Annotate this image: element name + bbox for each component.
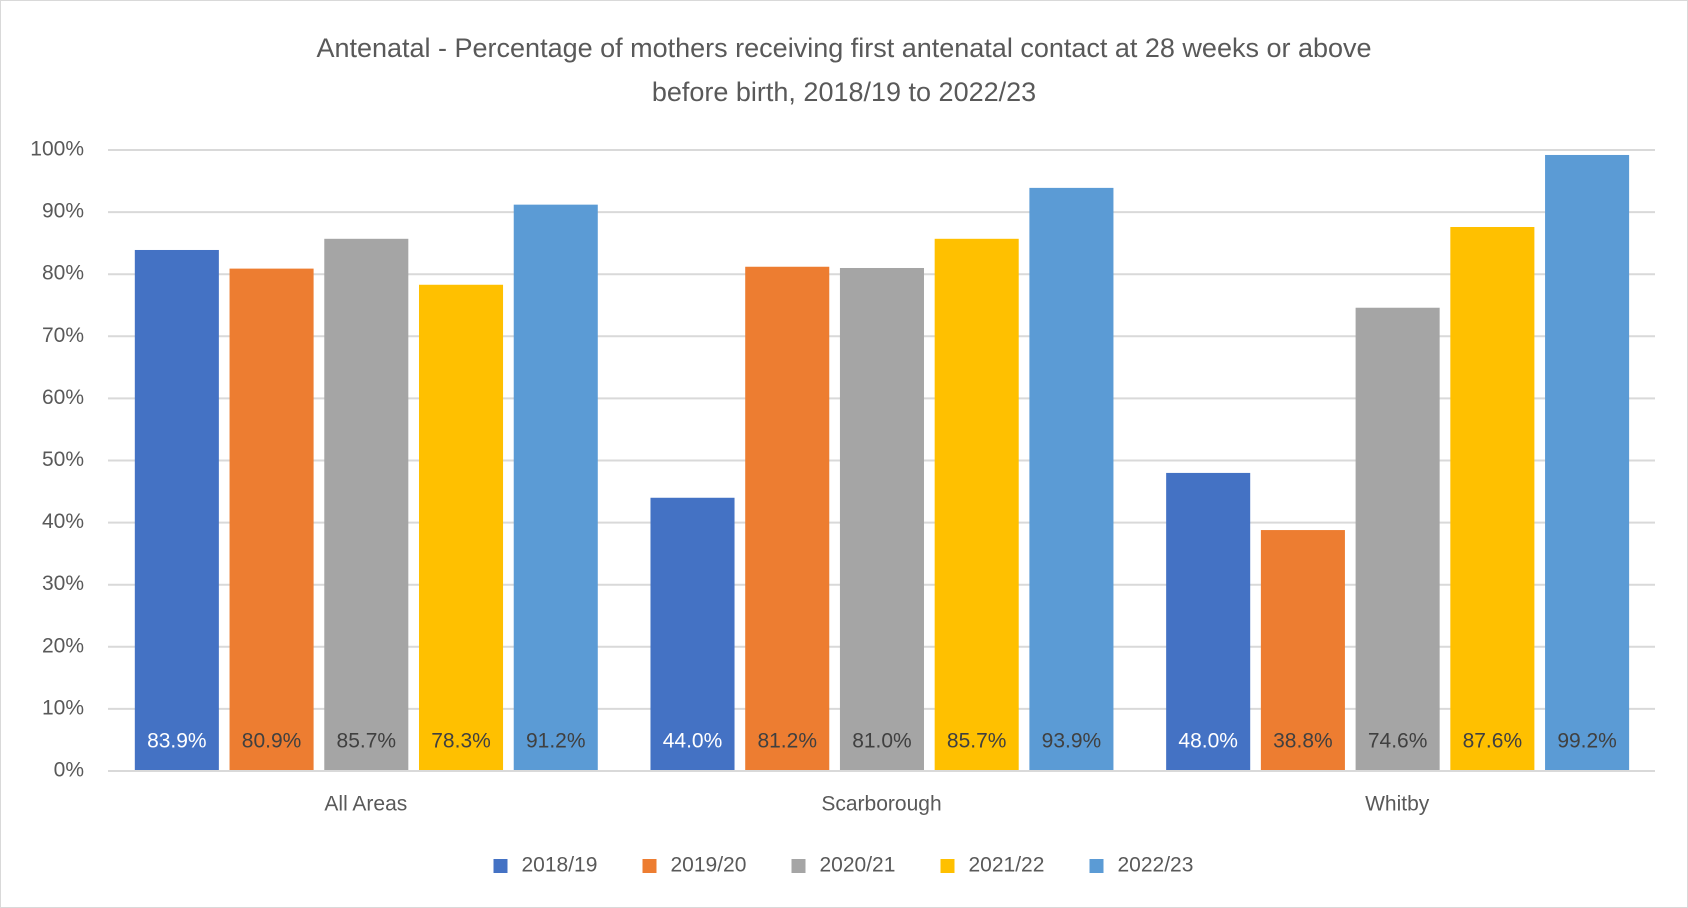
y-tick-label: 30% [42,572,84,595]
legend-swatch [493,859,508,873]
y-tick-label: 70% [42,324,84,347]
bar [324,238,409,772]
data-label: 78.3% [431,730,491,753]
data-label: 44.0% [663,730,723,753]
legend-label: 2022/23 [1118,854,1194,877]
data-label: 93.9% [1042,730,1102,753]
y-tick-label: 20% [42,634,84,657]
data-label: 85.7% [337,730,397,753]
data-label: 85.7% [947,730,1007,753]
y-tick-label: 60% [42,386,84,409]
bar [1260,530,1345,771]
bar [1450,227,1535,771]
legend-label: 2020/21 [820,854,896,877]
bar [229,268,314,771]
legend-label: 2021/22 [969,854,1045,877]
data-label: 80.9% [242,730,302,753]
x-tick-label: All Areas [324,793,407,816]
bar [134,249,219,771]
bar [745,266,830,771]
bar [1029,187,1114,772]
data-label: 83.9% [147,730,207,753]
y-tick-label: 0% [54,759,84,782]
data-label: 91.2% [526,730,586,753]
bar [839,267,924,771]
x-tick-label: Whitby [1365,793,1430,816]
y-tick-label: 100% [30,138,84,161]
data-label: 38.8% [1273,730,1333,753]
data-label: 48.0% [1178,730,1238,753]
data-label: 74.6% [1368,730,1428,753]
bar [418,284,504,771]
bar [1166,472,1251,771]
bar [650,497,735,771]
bar [934,238,1019,772]
data-label: 99.2% [1557,730,1617,753]
data-label: 87.6% [1463,730,1523,753]
y-tick-label: 40% [42,510,84,533]
y-tick-label: 80% [42,262,84,285]
y-tick-label: 10% [42,696,84,719]
legend-swatch [642,859,657,873]
legend-swatch [1089,859,1104,873]
legend-swatch [940,859,955,873]
x-tick-label: Scarborough [821,793,941,816]
bar [1545,154,1630,771]
data-label: 81.0% [852,730,912,753]
bar [1355,307,1440,771]
legend-label: 2019/20 [671,854,747,877]
data-label: 81.2% [757,730,817,753]
y-tick-label: 90% [42,200,84,223]
legend-label: 2018/19 [522,854,598,877]
legend-swatch [791,859,806,873]
bar [513,204,598,771]
chart-title: Antenatal - Percentage of mothers receiv… [316,33,1372,107]
y-tick-label: 50% [42,448,84,471]
